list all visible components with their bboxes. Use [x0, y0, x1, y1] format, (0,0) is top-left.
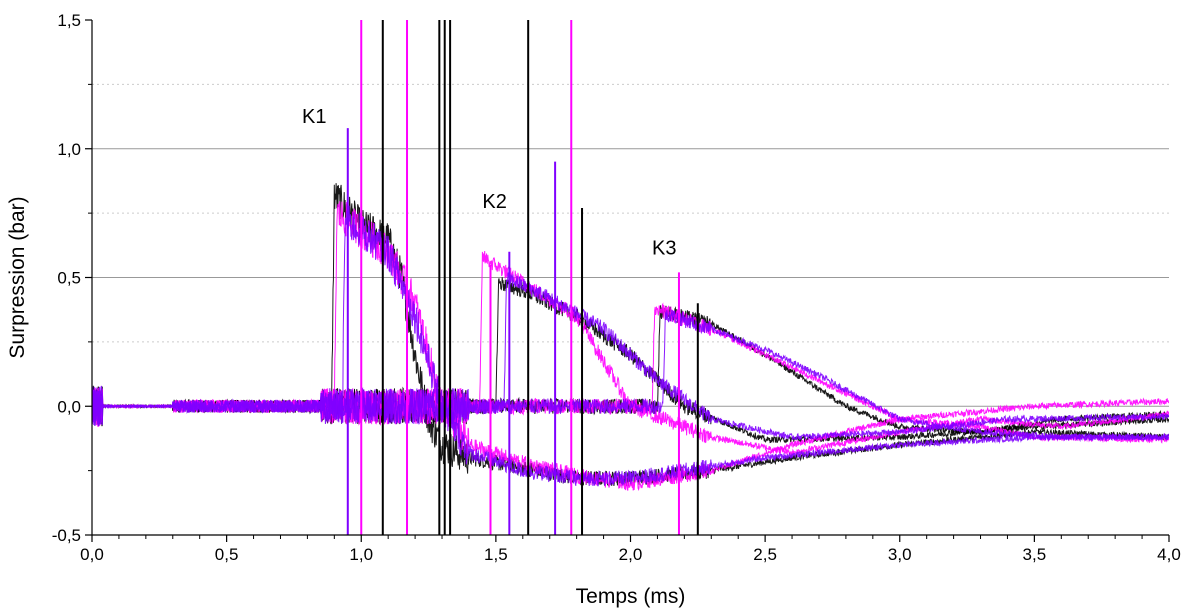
annotations: K1 K2 K3	[302, 106, 676, 259]
x-tick-label: 1,0	[349, 545, 373, 564]
y-axis-title: Surpression (bar)	[6, 196, 29, 358]
x-tick-label: 2,0	[619, 545, 643, 564]
x-tick-label: 4,0	[1157, 545, 1181, 564]
y-tick-label: 0,5	[57, 269, 81, 288]
y-tick-label: 0,0	[57, 397, 81, 416]
x-tick-label: 0,0	[80, 545, 104, 564]
y-tick-label: -0,5	[52, 526, 81, 545]
x-axis-title: Temps (ms)	[576, 585, 686, 608]
y-tick-label: 1,0	[57, 140, 81, 159]
plot-area	[92, 20, 1169, 535]
x-tick-label: 0,5	[215, 545, 239, 564]
tick-labels: 0,0 0,5 1,0 1,5 2,0 2,5 3,0 3,5 4,0-0,50,00,51,0…	[52, 11, 1181, 564]
series-line-violet	[92, 309, 1169, 443]
series-line-violet	[92, 205, 1169, 487]
annotation-k1: K1	[302, 106, 326, 128]
annotation-k3: K3	[652, 237, 676, 259]
series-line-black	[92, 305, 1169, 436]
x-tick-label: 2,5	[753, 545, 777, 564]
ticks	[85, 19, 1170, 542]
series-line-violet	[92, 270, 1169, 441]
x-tick-label: 1,5	[484, 545, 508, 564]
series-line-magenta	[92, 201, 1169, 492]
y-tick-label: 1,5	[57, 11, 81, 30]
annotation-k2: K2	[482, 191, 506, 213]
x-tick-label: 3,5	[1023, 545, 1047, 564]
x-tick-label: 3,0	[888, 545, 912, 564]
